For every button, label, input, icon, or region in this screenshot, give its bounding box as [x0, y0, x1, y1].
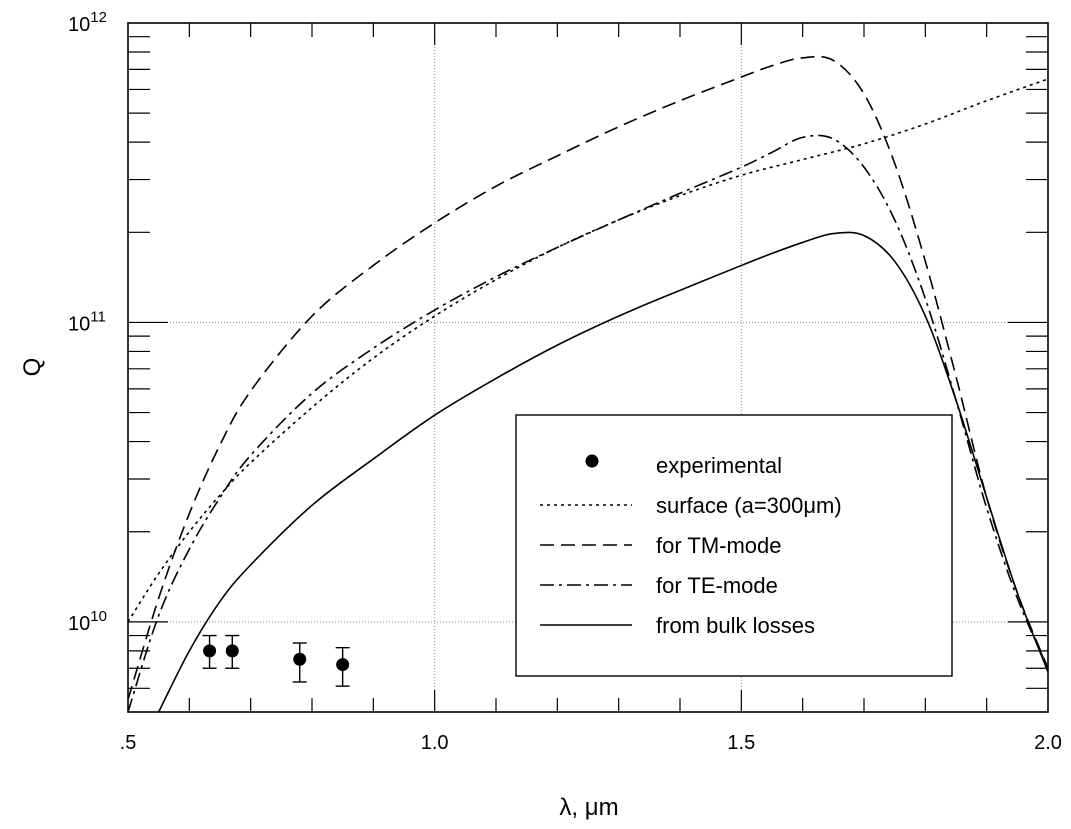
x-tick-label: 1.0	[421, 732, 449, 754]
legend-label: for TM-mode	[656, 533, 782, 558]
legend: experimental surface (a=300μm) for TM-mode…	[515, 414, 953, 677]
data-point-marker	[203, 644, 217, 658]
y-axis-label: Q	[19, 358, 46, 377]
legend-label: surface (a=300μm)	[656, 493, 842, 518]
experimental-points-layer	[202, 634, 350, 687]
experimental-point	[202, 634, 217, 669]
labels-layer: λ, μm Q .5 1.0 1.5 2.0 1010 1011 1012	[19, 9, 1062, 821]
series-line-for-tm-mode	[128, 55, 1048, 700]
y-tick-label: 1012	[68, 9, 107, 36]
series-line-for-te-mode	[128, 134, 1048, 712]
experimental-point	[335, 646, 350, 687]
data-point-marker	[336, 658, 350, 672]
data-point-marker	[225, 644, 239, 658]
x-tick-label: .5	[120, 732, 137, 754]
legend-label: from bulk losses	[656, 613, 815, 638]
series-line-from-bulk-losses	[157, 231, 1048, 712]
x-axis-label: λ, μm	[559, 794, 618, 821]
y-tick-label: 1011	[68, 308, 106, 335]
legend-label: experimental	[656, 453, 782, 478]
plot-frame	[127, 22, 1049, 713]
series-line-surface-a-300-m-	[128, 78, 1048, 623]
axes-layer	[127, 22, 1049, 713]
y-tick-label: 1010	[68, 608, 107, 635]
experimental-point	[292, 642, 307, 683]
legend-marker-experimental	[585, 454, 599, 468]
x-tick-label: 1.5	[727, 732, 755, 754]
x-tick-label: 2.0	[1034, 732, 1062, 754]
legend-label: for TE-mode	[656, 573, 778, 598]
data-point-marker	[293, 652, 307, 666]
experimental-point	[225, 634, 240, 669]
series-layer	[128, 55, 1048, 712]
